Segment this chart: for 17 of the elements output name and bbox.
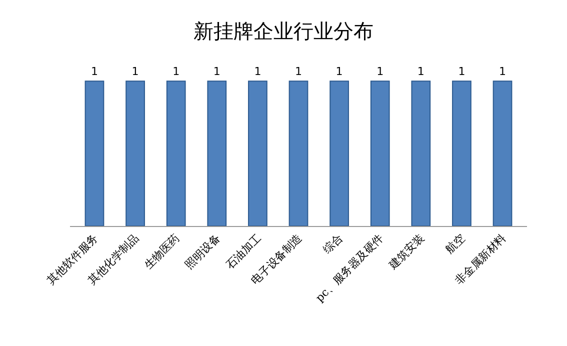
- data-label: 1: [254, 65, 262, 78]
- data-label: 1: [336, 65, 343, 78]
- data-label: 1: [458, 65, 466, 78]
- x-tick-label: 建筑安装: [386, 232, 427, 273]
- data-label: 1: [132, 65, 139, 78]
- data-label: 1: [417, 65, 424, 78]
- data-label: 1: [172, 65, 180, 78]
- chart-title: 新挂牌企业行业分布: [194, 19, 374, 44]
- data-label: 1: [295, 65, 302, 78]
- data-label: 1: [90, 65, 98, 78]
- x-tick-label: 生物医药: [142, 232, 182, 272]
- x-tick-label: 综合: [320, 232, 346, 256]
- data-label: 1: [213, 65, 220, 78]
- data-label: 1: [376, 65, 384, 78]
- x-tick-label: 航空: [442, 232, 468, 256]
- data-label: 1: [499, 65, 506, 78]
- x-tick-label: 照明设备: [182, 232, 223, 272]
